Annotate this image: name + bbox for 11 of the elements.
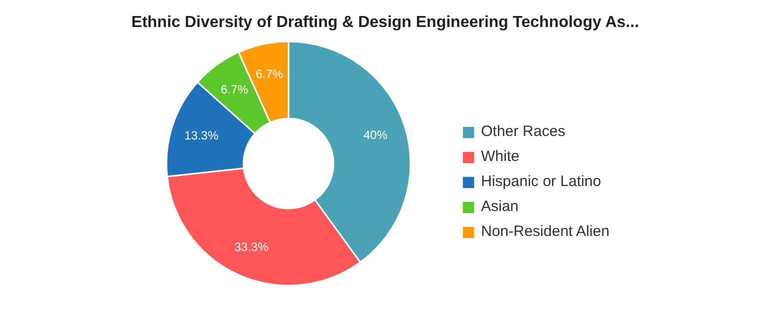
data-label: 6.7% [256, 67, 284, 82]
legend-label: Non-Resident Alien [481, 223, 610, 240]
data-label: 33.3% [234, 240, 269, 254]
chart-title: Ethnic Diversity of Drafting & Design Engineering Technology As... [131, 14, 640, 31]
data-label: 40% [364, 128, 388, 142]
data-label: 6.7% [220, 82, 248, 97]
data-label: 13.3% [184, 128, 219, 142]
legend-label: Other Races [481, 123, 566, 140]
legend-label: White [481, 148, 520, 165]
legend-label: Hispanic or Latino [481, 173, 602, 190]
legend-label: Asian [481, 198, 519, 215]
